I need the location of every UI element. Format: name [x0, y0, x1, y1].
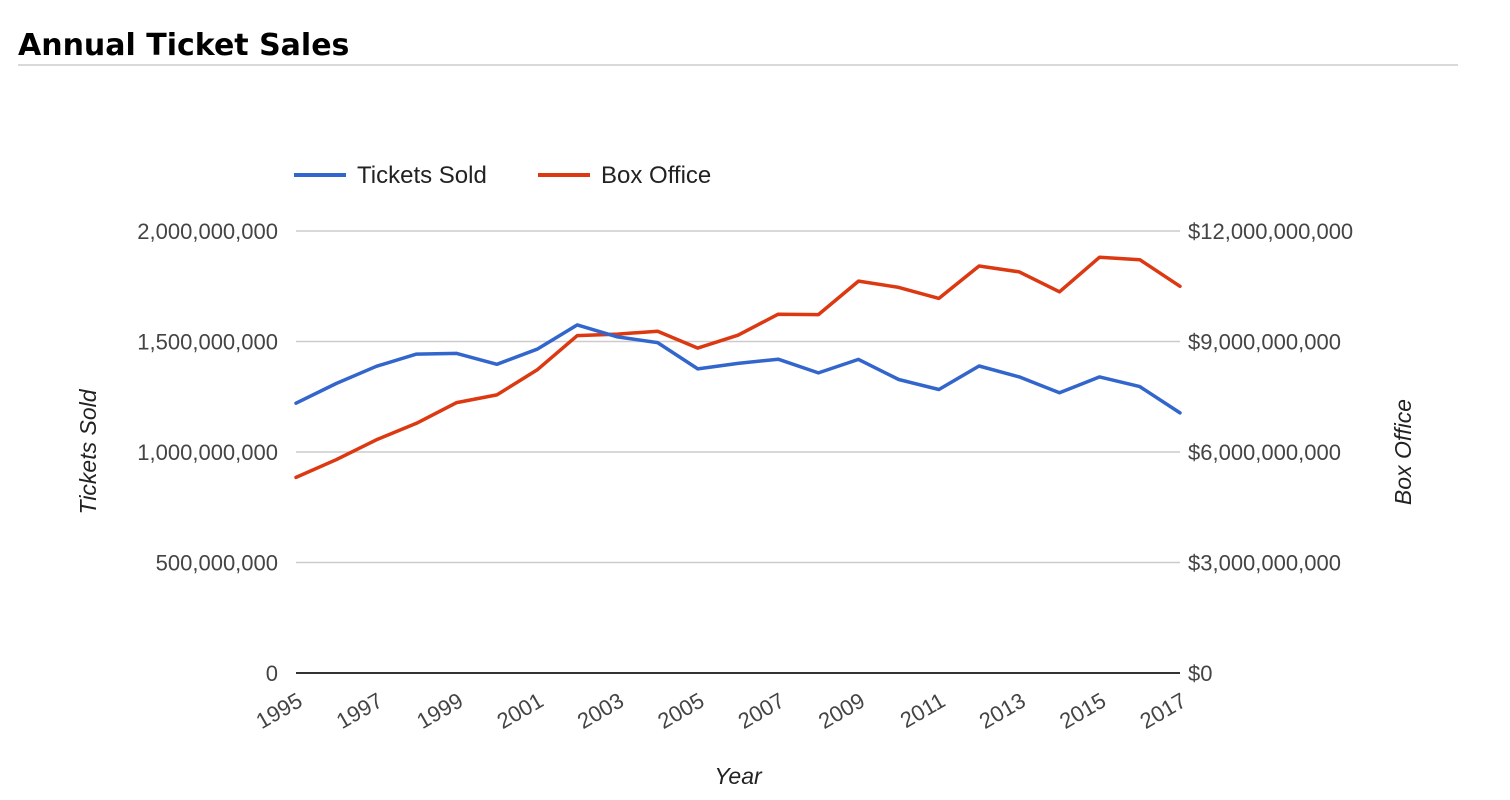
y-left-axis-title: Tickets Sold [75, 388, 101, 514]
y-left-tick-label: 2,000,000,000 [137, 219, 278, 244]
y-right-tick-label: $12,000,000,000 [1188, 219, 1353, 244]
series-line-tickets-sold [294, 323, 1182, 415]
y-left-tick-label: 500,000,000 [156, 551, 278, 576]
x-tick-label: 1995 [252, 688, 307, 734]
gridlines [296, 230, 1180, 564]
page-heading: Annual Ticket Sales [18, 28, 350, 63]
y-right-axis-title: Box Office [1390, 399, 1416, 505]
legend-label-box-office: Box Office [601, 162, 711, 189]
x-tick-label: 1999 [412, 688, 467, 734]
x-tick-label: 2009 [814, 688, 869, 734]
axis-titles: Year Tickets Sold Box Office [75, 388, 1416, 789]
y-left-tick-label: 0 [266, 661, 278, 686]
axes: 0 $0 500,000,000 $3,000,000,000 1,000,000,00… [137, 219, 1353, 734]
heading-divider [18, 64, 1458, 66]
y-left-tick-label: 1,000,000,000 [137, 440, 278, 465]
x-tick-label: 2001 [493, 688, 548, 734]
y-right-tick-label: $6,000,000,000 [1188, 440, 1341, 465]
x-tick-label: 2007 [734, 688, 789, 734]
y-right-tick-label: $0 [1188, 661, 1212, 686]
x-tick-label: 2015 [1055, 688, 1110, 734]
x-tick-label: 2017 [1136, 688, 1191, 734]
x-tick-label: 2003 [573, 688, 628, 734]
x-tick-label: 2013 [975, 688, 1030, 734]
y-left-tick-label: 1,500,000,000 [137, 330, 278, 355]
x-tick-label: 2011 [896, 688, 949, 733]
y-right-tick-label: $9,000,000,000 [1188, 330, 1341, 355]
y-right-tick-label: $3,000,000,000 [1188, 551, 1341, 576]
series-line-box-office [294, 255, 1182, 480]
x-tick-label: 2005 [653, 688, 708, 734]
series-lines [294, 255, 1182, 480]
legend-label-tickets-sold: Tickets Sold [357, 162, 487, 189]
x-tick-label: 1997 [332, 688, 387, 734]
x-axis-title: Year [714, 763, 763, 789]
legend: Tickets Sold Box Office [294, 162, 711, 189]
